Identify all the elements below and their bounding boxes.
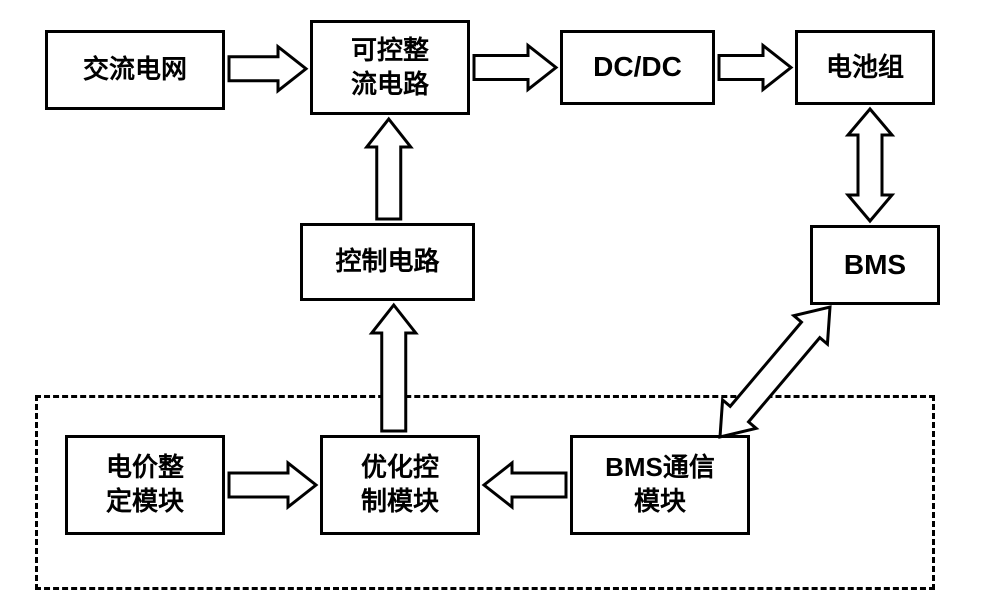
arrows-layer — [0, 0, 1000, 610]
